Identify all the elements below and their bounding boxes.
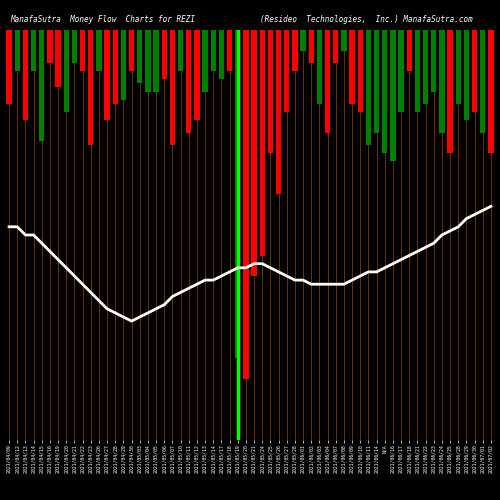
Bar xyxy=(382,30,388,153)
Bar xyxy=(39,30,44,140)
Bar xyxy=(227,30,232,71)
Bar xyxy=(317,30,322,104)
Bar xyxy=(374,30,379,132)
Bar xyxy=(456,30,461,104)
Bar xyxy=(300,30,306,50)
Bar xyxy=(154,30,158,92)
Bar xyxy=(342,30,346,50)
Bar xyxy=(178,30,183,71)
Bar xyxy=(472,30,477,112)
Bar xyxy=(6,30,12,104)
Bar xyxy=(194,30,200,120)
Bar xyxy=(64,30,69,112)
Bar xyxy=(325,30,330,132)
Bar xyxy=(448,30,452,153)
Bar xyxy=(137,30,142,84)
Bar xyxy=(48,30,52,63)
Bar xyxy=(146,30,150,92)
Bar xyxy=(202,30,207,92)
Bar xyxy=(284,30,290,112)
Text: (Resideo  Technologies,  Inc.) ManafaSutra.com: (Resideo Technologies, Inc.) ManafaSutra… xyxy=(260,15,473,24)
Bar xyxy=(440,30,444,132)
Bar xyxy=(431,30,436,92)
Bar xyxy=(292,30,298,71)
Bar xyxy=(276,30,281,194)
Bar xyxy=(398,30,404,112)
Bar xyxy=(235,30,240,358)
Bar xyxy=(31,30,36,71)
Bar xyxy=(252,30,256,276)
Text: ManafaSutra  Money Flow  Charts for REZI: ManafaSutra Money Flow Charts for REZI xyxy=(10,15,195,24)
Bar xyxy=(56,30,60,88)
Bar xyxy=(390,30,396,161)
Bar xyxy=(23,30,28,120)
Bar xyxy=(406,30,412,71)
Bar xyxy=(186,30,192,132)
Bar xyxy=(121,30,126,100)
Bar xyxy=(96,30,102,71)
Bar xyxy=(244,30,248,379)
Bar xyxy=(80,30,85,71)
Bar xyxy=(88,30,94,145)
Bar xyxy=(366,30,371,145)
Bar xyxy=(210,30,216,71)
Bar xyxy=(219,30,224,79)
Bar xyxy=(333,30,338,63)
Bar xyxy=(423,30,428,104)
Bar xyxy=(488,30,494,153)
Bar xyxy=(268,30,273,153)
Bar xyxy=(72,30,77,63)
Bar xyxy=(260,30,265,256)
Bar xyxy=(129,30,134,71)
Bar xyxy=(162,30,167,79)
Bar xyxy=(104,30,110,120)
Bar xyxy=(358,30,363,112)
Bar xyxy=(350,30,354,104)
Bar xyxy=(415,30,420,112)
Bar xyxy=(14,30,20,71)
Bar xyxy=(480,30,486,132)
Bar xyxy=(170,30,175,145)
Bar xyxy=(464,30,469,120)
Bar xyxy=(308,30,314,63)
Bar xyxy=(112,30,118,104)
